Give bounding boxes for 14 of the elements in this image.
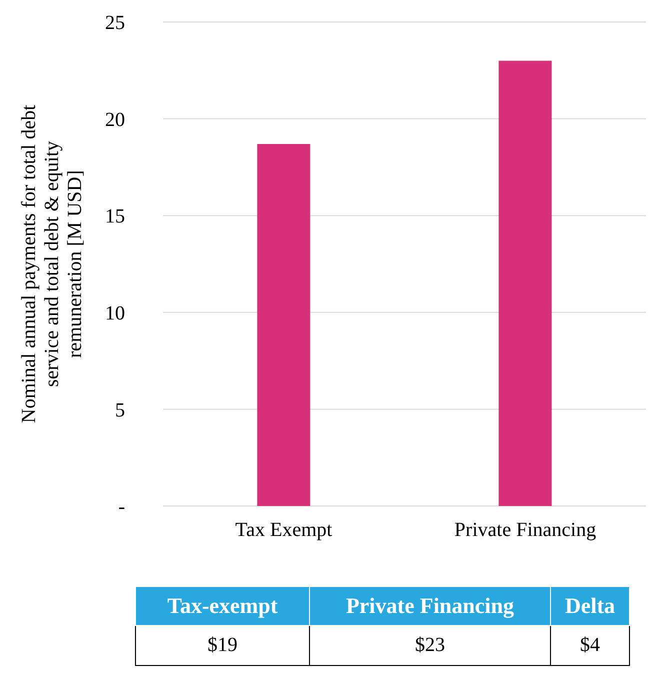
y-tick-label: - — [118, 496, 125, 518]
y-tick-label: 5 — [115, 399, 125, 422]
x-tick-label: Tax Exempt — [235, 519, 333, 542]
category-label: Delta — [550, 586, 630, 626]
y-tick-label: 10 — [105, 302, 125, 324]
text: $23 — [415, 634, 445, 656]
category-label: Tax-exempt — [136, 586, 310, 626]
category-label: Private Financing — [310, 586, 550, 626]
text: $19 — [208, 634, 238, 656]
text: $4 — [580, 634, 600, 656]
y-tick-label: 25 — [105, 12, 125, 34]
y-tick-label: 20 — [105, 108, 125, 131]
y-tick-label: 15 — [105, 206, 125, 228]
y-axis-title: Nominal annual payments for total debt service and total debt & equity remuneration [M USD] — [18, 104, 86, 424]
